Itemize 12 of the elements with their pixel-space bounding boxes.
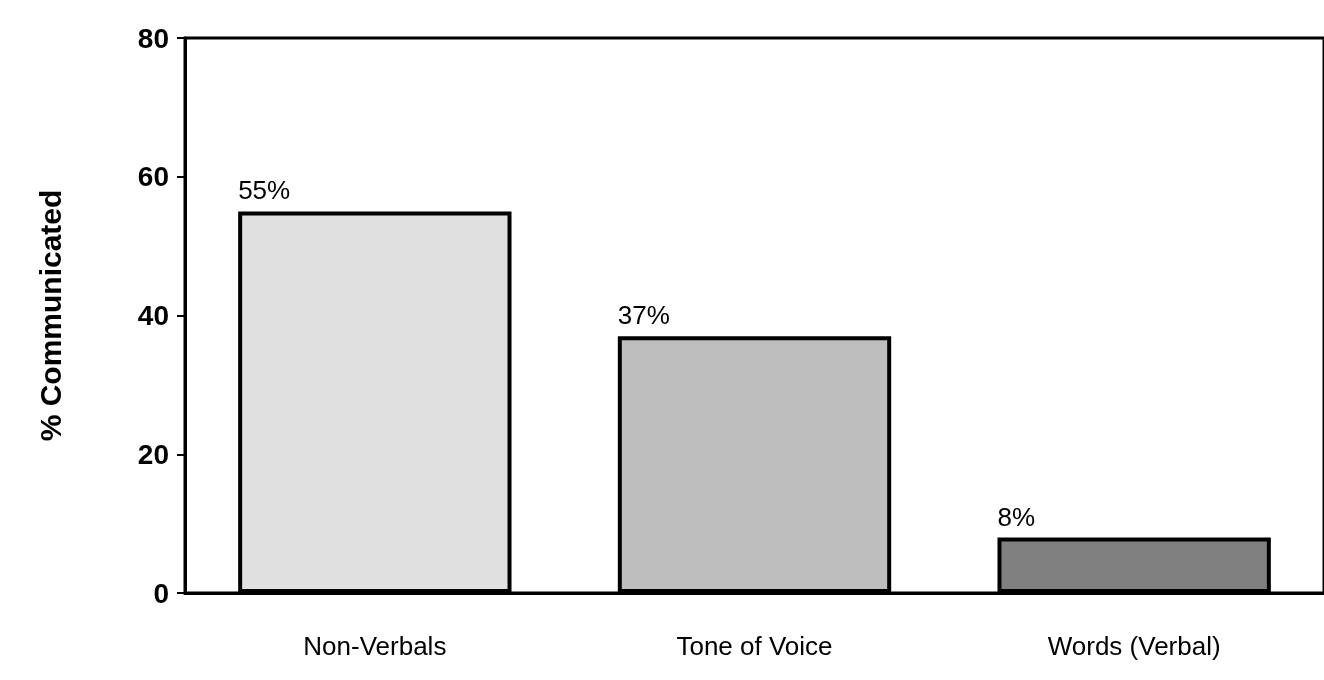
data-label: 8% xyxy=(997,501,1036,532)
data-label: 37% xyxy=(617,300,670,331)
x-tick-label: Words (Verbal) xyxy=(1047,631,1221,661)
y-tick-label: 0 xyxy=(153,577,169,609)
x-tick-label: Non-Verbals xyxy=(303,631,447,661)
y-tick-label: 80 xyxy=(137,22,169,54)
y-tick-label: 60 xyxy=(137,161,169,193)
x-tick-label: Tone of Voice xyxy=(676,631,833,661)
y-tick-label: 20 xyxy=(137,438,169,470)
y-axis-title: % Communicated xyxy=(33,189,67,442)
data-label: 55% xyxy=(238,175,291,206)
y-tick-label: 40 xyxy=(137,300,169,331)
